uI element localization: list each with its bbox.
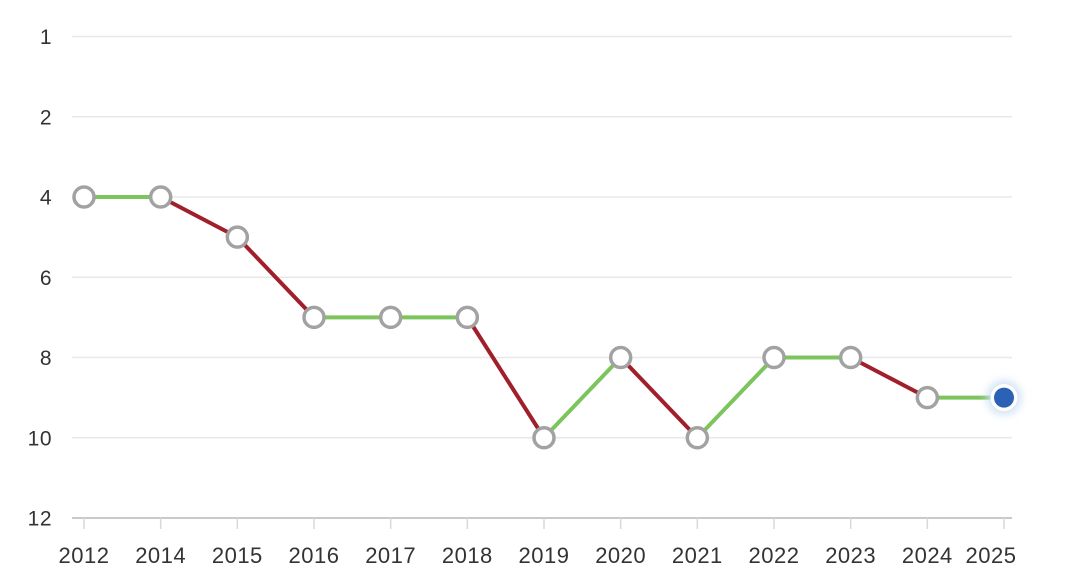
data-point-marker[interactable] [532,426,556,450]
segment-decline [465,315,546,440]
y-tick-label: 1 [40,26,52,49]
y-tick-label: 12 [28,508,52,531]
y-tick-label: 4 [40,187,52,210]
data-point-marker[interactable] [378,305,403,330]
data-point-marker[interactable] [608,345,633,370]
segment-improve-or-flat [542,355,623,440]
segment-decline [848,355,930,400]
x-tick-label: 2019 [519,543,570,568]
segment-decline [235,235,316,320]
current-point-marker[interactable] [994,387,1014,408]
x-tick-label: 2025 [966,543,1017,568]
x-tick-label: 2023 [825,543,876,568]
data-point-marker[interactable] [915,385,940,410]
segment-decline [158,195,240,240]
data-point-marker[interactable] [302,305,326,330]
x-tick-label: 2014 [135,543,186,568]
data-point-marker[interactable] [838,345,863,370]
x-tick-label: 2024 [902,543,953,568]
segment-decline [618,355,700,440]
x-tick-label: 2015 [212,543,263,568]
y-tick-label: 10 [28,427,52,450]
x-tick-label: 2017 [365,543,416,568]
data-point-marker[interactable] [685,426,710,450]
x-tick-label: 2021 [672,543,723,568]
data-point-marker[interactable] [225,225,250,249]
x-tick-label: 2018 [442,543,493,568]
x-tick-label: 2016 [289,543,340,568]
data-point-marker[interactable] [72,185,96,209]
data-point-marker[interactable] [455,305,480,330]
data-point-marker[interactable] [148,185,173,209]
x-tick-label: 2022 [749,543,800,568]
y-tick-label: 8 [40,347,52,370]
x-tick-label: 2020 [595,543,646,568]
x-tick-label: 2012 [59,543,110,568]
data-point-marker[interactable] [762,345,786,370]
segment-improve-or-flat [695,355,776,440]
y-tick-label: 2 [40,106,52,129]
y-tick-label: 6 [40,267,52,290]
